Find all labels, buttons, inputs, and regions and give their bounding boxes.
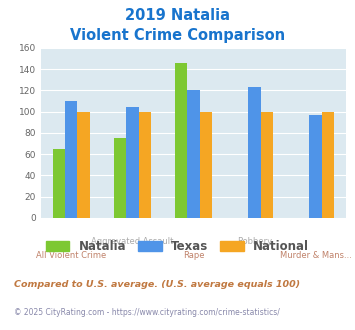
Text: Violent Crime Comparison: Violent Crime Comparison <box>70 28 285 43</box>
Bar <box>138 112 151 218</box>
Text: Aggravated Assault: Aggravated Assault <box>91 237 174 246</box>
Text: All Violent Crime: All Violent Crime <box>36 251 106 260</box>
Bar <box>261 112 273 218</box>
Bar <box>310 115 322 218</box>
Text: Rape: Rape <box>183 251 204 260</box>
Bar <box>77 112 90 218</box>
Text: Robbery: Robbery <box>237 237 272 246</box>
Text: Compared to U.S. average. (U.S. average equals 100): Compared to U.S. average. (U.S. average … <box>14 280 300 289</box>
Text: 2019 Natalia: 2019 Natalia <box>125 8 230 23</box>
Bar <box>200 112 212 218</box>
Bar <box>114 138 126 218</box>
Legend: Natalia, Texas, National: Natalia, Texas, National <box>46 240 309 253</box>
Bar <box>126 107 138 218</box>
Bar <box>248 87 261 218</box>
Text: Murder & Mans...: Murder & Mans... <box>280 251 351 260</box>
Bar <box>322 112 334 218</box>
Bar <box>175 63 187 218</box>
Text: © 2025 CityRating.com - https://www.cityrating.com/crime-statistics/: © 2025 CityRating.com - https://www.city… <box>14 308 280 317</box>
Bar <box>187 90 200 218</box>
Bar <box>65 101 77 218</box>
Bar <box>53 149 65 218</box>
